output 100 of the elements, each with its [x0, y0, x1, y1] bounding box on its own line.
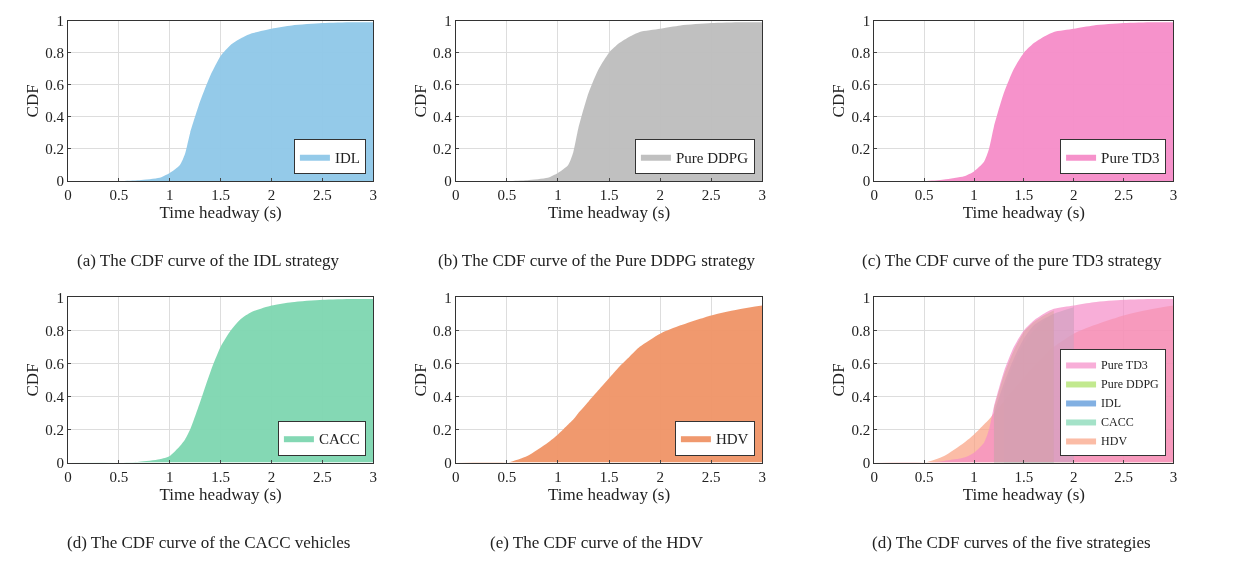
x-tick-label: 1.5	[211, 187, 231, 204]
y-tick-label: 0.2	[851, 421, 871, 438]
x-axis-title: Time headway (s)	[159, 203, 282, 223]
y-axis-title: CDF	[22, 363, 42, 397]
x-tick-label: 0.5	[109, 468, 129, 485]
y-tick-label: 1	[444, 289, 452, 306]
y-tick-label: 0	[56, 454, 65, 471]
text: (e) The CDF curve of the HDV	[490, 533, 704, 552]
text: (c) The CDF curve of the pure TD3 strategy	[862, 251, 1163, 270]
y-tick-label: 0.2	[45, 141, 65, 158]
y-tick-label: 0.2	[851, 141, 871, 158]
y-axis-title: CDF	[829, 363, 849, 397]
y-tick-label: 0.6	[433, 355, 453, 372]
y-tick-label: 0.6	[45, 355, 65, 372]
x-tick-label: 2.5	[701, 468, 721, 485]
x-tick-label: 1	[554, 468, 562, 485]
y-tick-label: 0	[862, 173, 871, 190]
x-tick-label: 0.5	[109, 187, 129, 204]
text: (d) The CDF curves of the five strategies	[872, 533, 1151, 552]
x-tick-label: 0.5	[914, 187, 934, 204]
y-tick-label: 0.8	[433, 322, 452, 339]
x-tick-label: 1	[554, 187, 562, 204]
y-axis-title: CDF	[410, 84, 430, 118]
x-tick-label: 3	[1169, 187, 1178, 204]
y-tick-label: 1	[56, 289, 65, 306]
x-tick-label: 1.5	[599, 187, 619, 204]
legend-label: CACC	[318, 431, 360, 448]
legend-label: CACC	[1101, 415, 1134, 430]
x-tick-label: 0.5	[497, 187, 517, 204]
x-axis-title: Time headway (s)	[159, 484, 282, 504]
y-tick-label: 0.6	[851, 355, 871, 372]
y-tick-label: 1	[444, 12, 452, 29]
x-axis-title: Time headway (s)	[962, 484, 1085, 504]
series-label: HDV	[715, 431, 749, 448]
x-tick-label: 0.5	[914, 468, 934, 485]
x-tick-label: 0.5	[497, 468, 517, 485]
x-tick-label: 2	[656, 187, 664, 204]
text: (d) The CDF curve of the CACC vehicles	[67, 533, 351, 552]
x-tick-label: 3	[369, 187, 378, 204]
legend-label: IDL	[1101, 396, 1122, 411]
legend-label: Pure TD3	[1101, 358, 1148, 373]
y-tick-label: 0.8	[45, 44, 65, 61]
y-tick-label: 0.8	[851, 322, 871, 339]
legend-label: HDV	[1101, 434, 1128, 449]
x-axis-title: Time headway (s)	[962, 203, 1085, 223]
text: (b) The CDF curve of the Pure DDPG strategy	[438, 251, 756, 270]
x-tick-label: 1	[970, 187, 978, 204]
y-tick-label: 1	[862, 12, 871, 29]
x-tick-label: 2.5	[1114, 468, 1133, 485]
x-tick-label: 1	[970, 468, 978, 485]
y-tick-label: 0.4	[45, 388, 65, 405]
y-tick-label: 0.8	[851, 44, 871, 61]
y-tick-label: 0.4	[433, 109, 453, 126]
y-tick-label: 0.2	[433, 141, 452, 158]
y-tick-label: 0.8	[433, 44, 452, 61]
x-tick-label: 2	[267, 187, 276, 204]
legend-label: IDL	[334, 149, 360, 166]
x-tick-label: 2	[1069, 468, 1078, 485]
y-tick-label: 1	[862, 289, 871, 306]
y-tick-label: 0	[444, 454, 452, 471]
legend-label: Pure DDPG	[1101, 377, 1160, 392]
y-tick-label: 0.4	[45, 109, 65, 126]
y-axis-title: CDF	[410, 363, 430, 397]
legend-label: Pure TD3	[1101, 149, 1160, 166]
x-tick-label: 1.5	[599, 468, 619, 485]
y-tick-label: 0.8	[45, 322, 65, 339]
x-tick-label: 1.5	[1014, 187, 1034, 204]
x-tick-label: 2.5	[701, 187, 721, 204]
y-axis-title: CDF	[22, 84, 42, 118]
x-tick-label: 2.5	[1114, 187, 1133, 204]
x-tick-label: 3	[1169, 468, 1178, 485]
y-tick-label: 0.4	[851, 109, 871, 126]
y-tick-label: 0.2	[433, 421, 452, 438]
x-tick-label: 2	[267, 468, 276, 485]
y-tick-label: 0	[56, 173, 65, 190]
x-tick-label: 1.5	[1014, 468, 1034, 485]
text: (a) The CDF curve of the IDL strategy	[77, 251, 340, 270]
y-tick-label: 0.4	[851, 388, 871, 405]
y-tick-label: 0.4	[433, 388, 453, 405]
x-axis-title: Time headway (s)	[547, 203, 671, 223]
x-tick-label: 2	[656, 468, 664, 485]
x-tick-label: 3	[758, 187, 767, 204]
x-tick-label: 2.5	[313, 187, 332, 204]
y-tick-label: 0.6	[851, 77, 871, 94]
y-tick-label: 0.2	[45, 421, 65, 438]
x-tick-label: 2	[1069, 187, 1078, 204]
y-tick-label: 0.6	[45, 77, 65, 94]
y-tick-label: 0	[862, 454, 871, 471]
x-tick-label: 3	[369, 468, 378, 485]
x-tick-label: 2.5	[313, 468, 332, 485]
x-tick-label: 1	[166, 187, 174, 204]
y-tick-label: 0.6	[433, 77, 453, 94]
x-tick-label: 3	[758, 468, 767, 485]
x-axis-title: Time headway (s)	[547, 484, 671, 504]
x-tick-label: 1.5	[211, 468, 231, 485]
y-tick-label: 0	[444, 173, 452, 190]
legend-label: Pure DDPG	[675, 149, 749, 166]
y-axis-title: CDF	[829, 84, 849, 118]
y-tick-label: 1	[56, 12, 65, 29]
x-tick-label: 1	[166, 468, 174, 485]
